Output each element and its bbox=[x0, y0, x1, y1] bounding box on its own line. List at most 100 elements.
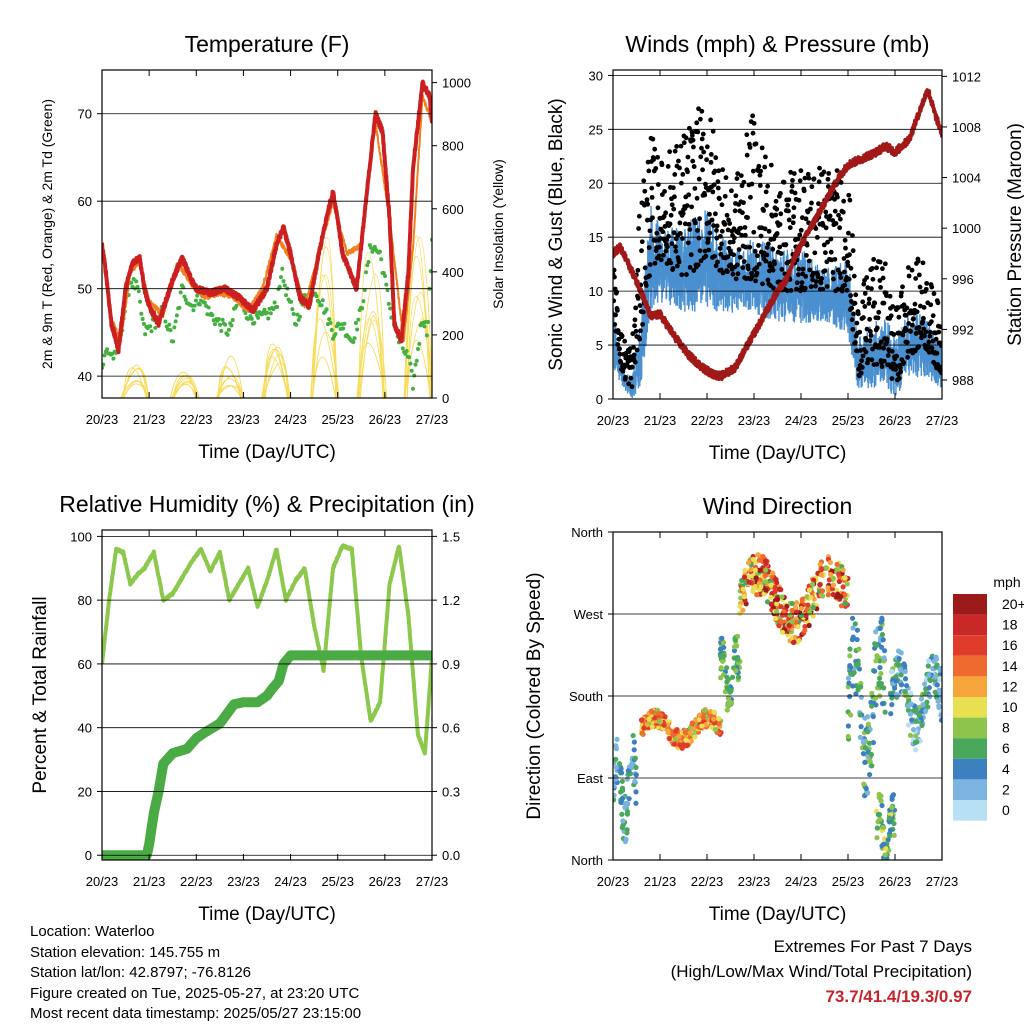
gust-point bbox=[731, 252, 737, 258]
gust-point bbox=[698, 258, 704, 264]
direction-point bbox=[919, 722, 925, 729]
direction-point bbox=[933, 654, 939, 660]
gust-point bbox=[725, 227, 731, 233]
gust-point bbox=[865, 285, 871, 291]
gust-point bbox=[715, 179, 721, 185]
dewpoint-point bbox=[296, 317, 301, 322]
direction-point bbox=[881, 685, 887, 691]
gust-point bbox=[655, 205, 661, 211]
gust-point bbox=[662, 188, 667, 194]
direction-point bbox=[633, 772, 639, 778]
gust-point bbox=[823, 209, 829, 215]
direction-point bbox=[631, 747, 637, 753]
direction-point bbox=[848, 712, 854, 718]
gust-point bbox=[762, 164, 768, 170]
gust-point bbox=[834, 168, 840, 174]
direction-point bbox=[848, 671, 854, 677]
legend-label: 4 bbox=[1002, 761, 1010, 777]
direction-point bbox=[925, 704, 931, 710]
dewpoint-point bbox=[356, 317, 361, 322]
y2-tick-label: 200 bbox=[442, 328, 464, 343]
direction-point bbox=[889, 796, 895, 802]
gust-point bbox=[756, 243, 761, 248]
y2-tick-label: 0.6 bbox=[442, 721, 460, 736]
dewpoint-point bbox=[129, 280, 134, 285]
direction-point bbox=[877, 625, 883, 632]
gust-point bbox=[683, 135, 689, 141]
direction-point bbox=[774, 596, 781, 603]
direction-point bbox=[755, 552, 761, 558]
gust-point bbox=[804, 242, 810, 248]
gust-point bbox=[635, 295, 641, 301]
direction-point bbox=[891, 832, 897, 838]
solar-trace bbox=[172, 375, 199, 398]
gust-point bbox=[838, 275, 844, 280]
dewpoint-point bbox=[362, 288, 367, 293]
gust-point bbox=[849, 305, 855, 311]
gust-point bbox=[815, 274, 821, 280]
gust-point bbox=[671, 230, 677, 236]
gust-point bbox=[764, 202, 769, 208]
gust-point bbox=[756, 163, 762, 169]
direction-point bbox=[746, 579, 752, 585]
dewpoint-point bbox=[319, 303, 324, 308]
gust-point bbox=[823, 225, 829, 231]
chart-title: Temperature (F) bbox=[185, 31, 350, 57]
direction-point bbox=[926, 685, 932, 691]
extremes-title: Extremes For Past 7 Days bbox=[773, 937, 972, 956]
y-tick-label: North bbox=[571, 525, 603, 540]
station-elevation: Station elevation: 145.755 m bbox=[30, 943, 221, 961]
dewpoint-point bbox=[413, 362, 418, 367]
gust-point bbox=[813, 279, 819, 284]
direction-point bbox=[907, 711, 914, 717]
direction-point bbox=[774, 601, 780, 607]
direction-point bbox=[878, 619, 884, 625]
gust-point bbox=[848, 293, 854, 298]
dewpoint-point bbox=[275, 304, 280, 309]
direction-point bbox=[779, 629, 786, 635]
direction-point bbox=[652, 715, 658, 721]
gust-point bbox=[809, 200, 814, 206]
gust-point bbox=[741, 179, 747, 185]
gust-point bbox=[645, 201, 651, 207]
gust-point bbox=[927, 329, 933, 335]
gust-point bbox=[893, 363, 899, 369]
direction-point bbox=[655, 710, 661, 717]
direction-point bbox=[638, 717, 645, 723]
direction-point bbox=[867, 758, 873, 765]
dewpoint-point bbox=[167, 322, 172, 327]
direction-point bbox=[936, 677, 942, 683]
dewpoint-point bbox=[245, 317, 250, 322]
direction-point bbox=[752, 567, 758, 573]
series-total-precipitation bbox=[102, 650, 432, 860]
gust-point bbox=[688, 252, 694, 258]
gust-point bbox=[670, 266, 676, 271]
direction-point bbox=[806, 610, 813, 616]
direction-point bbox=[613, 792, 617, 798]
gust-point bbox=[835, 286, 841, 292]
gust-point bbox=[639, 239, 645, 245]
dewpoint-point bbox=[294, 322, 299, 327]
gust-point bbox=[628, 375, 634, 381]
gust-point bbox=[740, 210, 745, 216]
direction-point bbox=[631, 739, 637, 745]
gust-point bbox=[878, 339, 884, 345]
gust-point bbox=[906, 321, 912, 326]
plot-border bbox=[612, 531, 943, 861]
direction-point bbox=[908, 690, 914, 696]
legend-swatch bbox=[953, 655, 987, 677]
gust-point bbox=[663, 248, 669, 254]
gust-point bbox=[687, 125, 692, 131]
direction-point bbox=[616, 761, 623, 767]
direction-point bbox=[619, 795, 625, 802]
gust-point bbox=[654, 230, 660, 236]
gust-point bbox=[649, 185, 655, 191]
x-tick-label: 21/23 bbox=[133, 412, 166, 427]
gust-point bbox=[763, 189, 769, 195]
direction-point bbox=[763, 567, 769, 573]
dewpoint-point bbox=[218, 322, 223, 327]
direction-point bbox=[879, 802, 885, 809]
direction-point bbox=[817, 582, 823, 588]
dewpoint-point bbox=[361, 299, 366, 304]
gust-point bbox=[744, 132, 750, 138]
